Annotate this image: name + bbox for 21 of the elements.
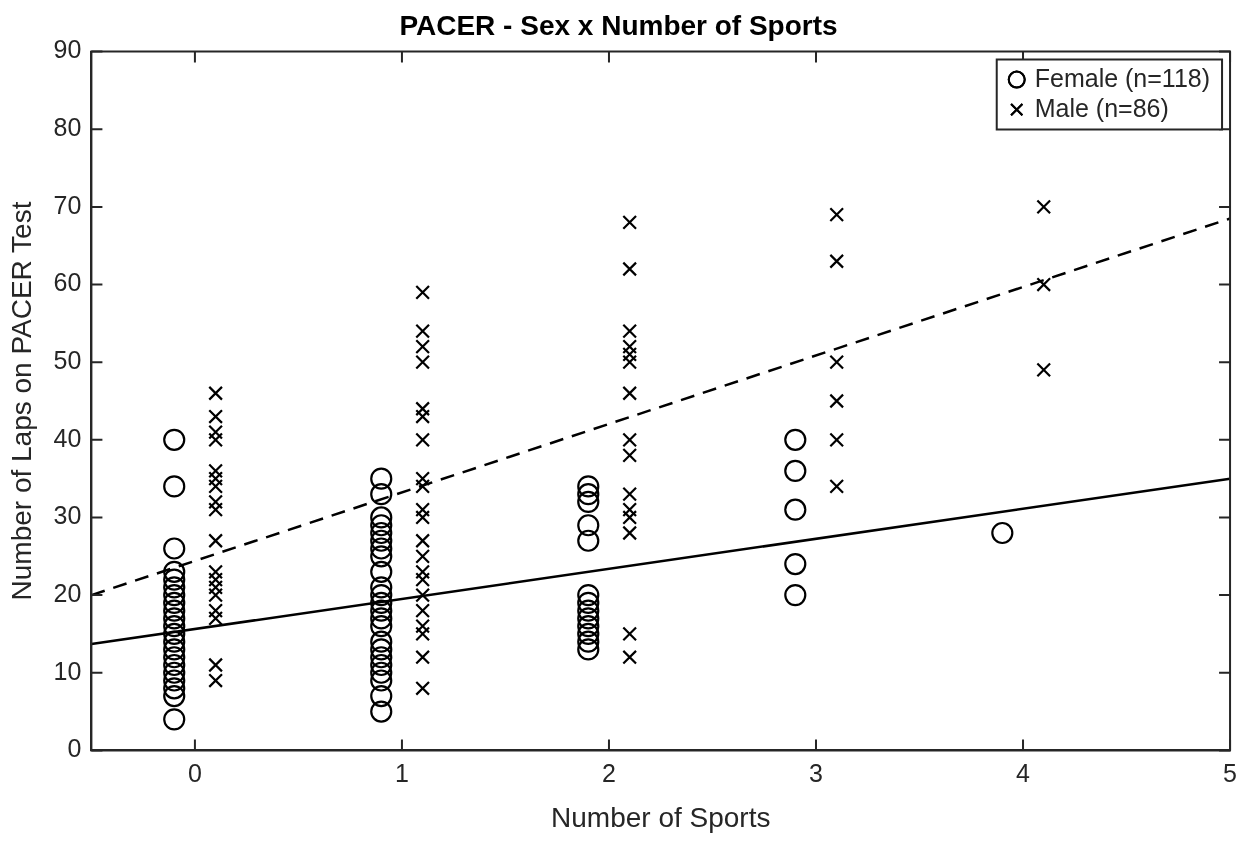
y-tick-label: 0 [67,734,82,763]
x-tick-label: 2 [602,759,616,788]
y-tick-label: 30 [53,501,82,530]
legend-label: Female (n=118) [1034,64,1211,93]
y-tick-label: 50 [53,346,82,375]
x-tick-label: 5 [1223,759,1237,788]
x-tick-label: 1 [394,759,409,788]
y-tick-label: 10 [53,656,82,685]
y-tick-label: 80 [53,113,82,142]
x-tick-label: 4 [1016,759,1031,788]
y-tick-label: 20 [53,579,82,607]
x-axis-title: Number of Sports [551,801,771,833]
y-axis-title: Number of Laps on PACER Test [5,201,37,601]
chart-title: PACER - Sex x Number of Sports [399,9,838,41]
y-tick-label: 40 [53,423,82,452]
y-tick-label: 70 [53,190,82,219]
y-tick-label: 60 [53,268,82,297]
x-tick-label: 0 [187,759,202,788]
x-tick-label: 3 [809,759,823,788]
legend-label: Male (n=86) [1034,94,1169,123]
y-tick-label: 90 [53,35,82,64]
